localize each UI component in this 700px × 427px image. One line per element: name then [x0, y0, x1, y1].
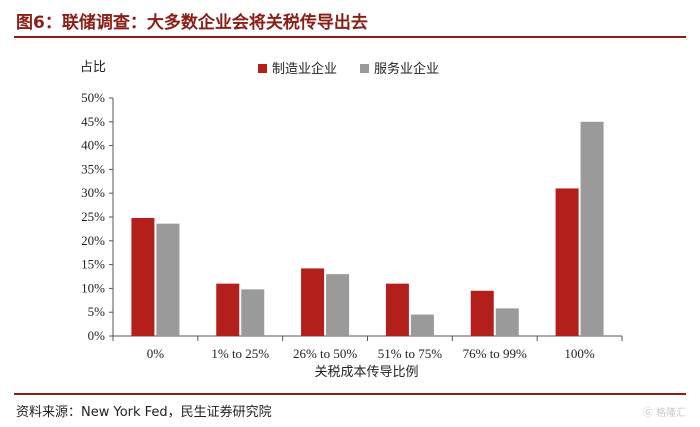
x-tick-label: 0% — [147, 346, 165, 361]
bar-services-0 — [156, 223, 180, 336]
bar-services-2 — [326, 274, 350, 336]
y-tick-label: 30% — [81, 185, 105, 200]
x-tick-label: 76% to 99% — [463, 346, 527, 361]
watermark-text: 格隆汇 — [656, 408, 686, 419]
x-tick-label: 1% to 25% — [211, 346, 269, 361]
y-tick-label: 20% — [81, 233, 105, 248]
legend-swatch-0 — [258, 64, 267, 73]
x-tick-label: 26% to 50% — [293, 346, 357, 361]
y-tick-label: 0% — [88, 328, 106, 343]
bar-manufacturing-4 — [470, 290, 494, 336]
y-tick-label: 5% — [88, 304, 106, 319]
watermark-logo: Ⓖ 格隆汇 — [643, 404, 686, 419]
x-tick-label: 51% to 75% — [378, 346, 442, 361]
x-tick-label: 100% — [564, 346, 595, 361]
bar-manufacturing-3 — [385, 283, 409, 336]
y-tick-label: 50% — [81, 90, 105, 105]
y-tick-label: 25% — [81, 209, 105, 224]
y-tick-label: 45% — [81, 114, 105, 129]
watermark-icon: Ⓖ — [642, 408, 653, 419]
bar-manufacturing-5 — [555, 188, 579, 336]
bar-manufacturing-2 — [301, 268, 325, 336]
footer-divider — [14, 393, 686, 395]
legend-label-0: 制造业企业 — [272, 61, 337, 77]
y-axis-label: 占比 — [80, 60, 106, 75]
legend: 制造业企业 服务业企业 — [258, 61, 439, 77]
bar-chart: 占比 制造业企业 服务业企业 0% 5% 10% 15% 20% 25% 30% 35% 40% 45%… — [80, 60, 623, 380]
legend-swatch-1 — [360, 64, 369, 73]
bar-services-3 — [410, 314, 434, 336]
bar-manufacturing-0 — [131, 217, 155, 336]
bar-manufacturing-1 — [216, 283, 240, 336]
bar-services-5 — [580, 121, 604, 336]
legend-label-1: 服务业企业 — [374, 61, 439, 77]
figure-title: 图6：联储调查：大多数企业会将关税传导出去 — [16, 13, 368, 33]
title-divider — [14, 36, 686, 38]
y-tick-label: 15% — [81, 257, 105, 272]
source-note: 资料来源：New York Fed，民生证券研究院 — [16, 405, 272, 420]
y-tick-label: 40% — [81, 138, 105, 153]
bar-services-4 — [495, 308, 519, 336]
x-axis-label: 关税成本传导比例 — [314, 365, 418, 380]
y-tick-label: 10% — [81, 280, 105, 295]
bar-services-1 — [241, 289, 265, 336]
y-tick-label: 35% — [81, 161, 105, 176]
